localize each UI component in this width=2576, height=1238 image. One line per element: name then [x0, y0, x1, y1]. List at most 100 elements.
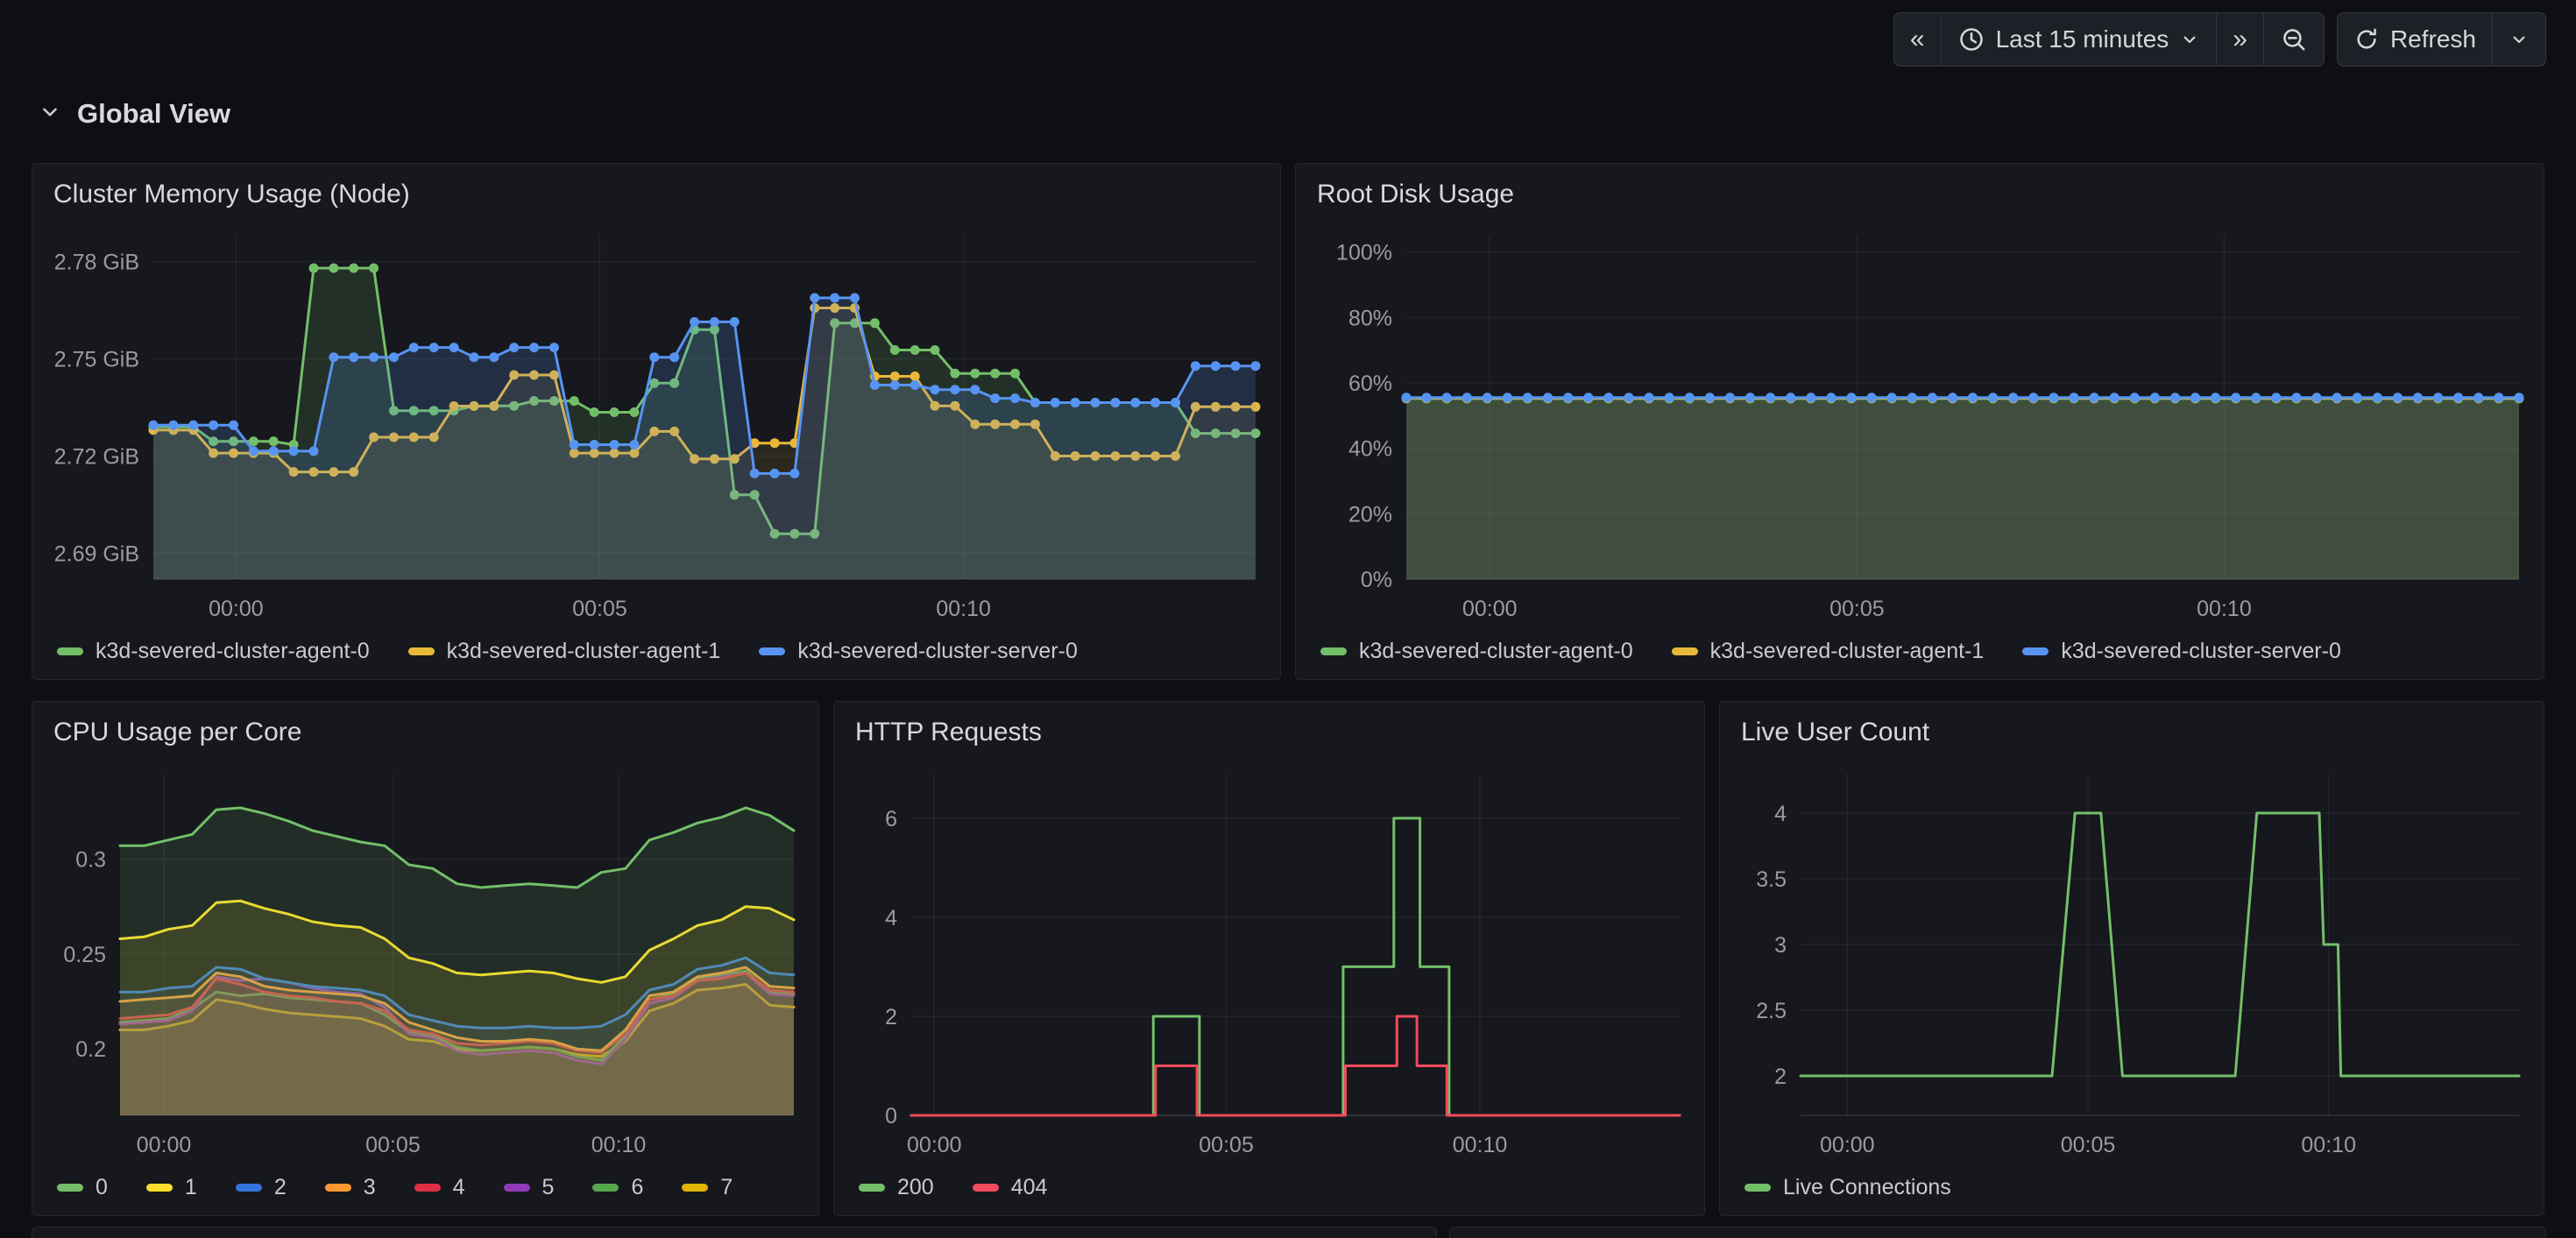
- time-shift-back-button[interactable]: «: [1894, 13, 1942, 66]
- legend-series-color-chip: [235, 1183, 262, 1192]
- legend-item-k3d-severed-cluster-agent-1[interactable]: k3d-severed-cluster-agent-1: [407, 638, 721, 664]
- refresh-interval-dropdown[interactable]: [2493, 13, 2545, 66]
- time-shift-forward-button[interactable]: »: [2217, 13, 2264, 66]
- legend-series-label: 3: [363, 1174, 376, 1199]
- legend-item-k3d-severed-cluster-server-0[interactable]: k3d-severed-cluster-server-0: [759, 639, 1078, 664]
- magnifier-minus-icon: [2280, 25, 2308, 53]
- legend-series-label: k3d-severed-cluster-agent-1: [446, 638, 721, 663]
- y-tick-label: 4: [1774, 802, 1787, 826]
- y-tick-label: 40%: [1348, 437, 1392, 462]
- y-tick-label: 2.72 GiB: [54, 444, 139, 469]
- live-user-chart[interactable]: 2 2.5 3 3.5 4 00:00 00:05 00:10: [1727, 760, 2535, 1161]
- y-tick-label: 2.78 GiB: [54, 251, 139, 275]
- legend-series-label: 1: [184, 1174, 197, 1199]
- zoom-out-button[interactable]: [2264, 13, 2324, 66]
- legend-item-k3d-severed-cluster-agent-0[interactable]: k3d-severed-cluster-agent-0: [1320, 639, 1633, 664]
- http-requests-chart[interactable]: 0 2 4 6 00:00 00:05 00:10: [841, 760, 1695, 1161]
- y-tick-label: 20%: [1348, 502, 1392, 527]
- legend-item-7[interactable]: 7: [682, 1175, 732, 1200]
- x-tick-label: 00:05: [572, 597, 627, 621]
- legend-series-color-chip: [324, 1183, 351, 1192]
- legend-series-color-chip: [2022, 647, 2049, 655]
- time-range-picker[interactable]: Last 15 minutes: [1942, 13, 2218, 66]
- legend-series-label: k3d-severed-cluster-agent-1: [1709, 638, 1985, 663]
- panel-title[interactable]: Cluster Memory Usage (Node): [53, 180, 410, 209]
- legend-series-color-chip: [414, 1183, 441, 1192]
- y-tick-label: 100%: [1336, 241, 1392, 265]
- panel-cpu-usage-per-core: CPU Usage per Core 0.2 0.25 0.3 00:00 00:05 0…: [32, 701, 819, 1216]
- y-tick-label: 60%: [1348, 371, 1392, 396]
- x-tick-label: 00:05: [365, 1133, 421, 1157]
- sync-icon: [2353, 26, 2380, 53]
- legend-series-color-chip: [682, 1183, 709, 1192]
- legend-item-200[interactable]: 200: [859, 1175, 934, 1200]
- y-tick-label: 80%: [1348, 306, 1392, 330]
- x-tick-label: 00:05: [1829, 597, 1885, 621]
- refresh-group: Refresh: [2336, 12, 2546, 67]
- time-range-label: Last 15 minutes: [1995, 25, 2169, 53]
- legend-item-4[interactable]: 4: [414, 1175, 465, 1200]
- legend-series-color-chip: [57, 1183, 83, 1192]
- legend-series-label: 2: [273, 1174, 287, 1199]
- x-tick-label: 00:10: [591, 1133, 647, 1157]
- memory-legend: k3d-severed-cluster-agent-0 k3d-severed-c…: [57, 632, 1078, 670]
- cpu-legend: 0 1 2 3 4 5 6 7: [57, 1168, 732, 1206]
- legend-item-3[interactable]: 3: [324, 1174, 376, 1200]
- x-tick-label: 00:05: [1199, 1133, 1254, 1157]
- legend-series-color-chip: [57, 647, 83, 655]
- chevron-down-icon: [2179, 29, 2200, 50]
- section-title: Global View: [77, 98, 231, 129]
- y-tick-label: 0.25: [63, 943, 106, 967]
- legend-item-404[interactable]: 404: [972, 1175, 1047, 1200]
- legend-series-label: k3d-severed-cluster-server-0: [2061, 638, 2341, 663]
- row-global-view[interactable]: Global View: [39, 98, 230, 130]
- x-tick-label: 00:00: [1820, 1133, 1875, 1157]
- legend-series-label: k3d-severed-cluster-server-0: [797, 638, 1078, 663]
- cpu-usage-chart[interactable]: 0.2 0.25 0.3 00:00 00:05 00:10: [39, 760, 810, 1161]
- refresh-button[interactable]: Refresh: [2338, 13, 2493, 66]
- y-tick-label: 2: [1774, 1065, 1787, 1089]
- legend-series-label: 0: [96, 1174, 108, 1199]
- legend-item-k3d-severed-cluster-agent-1[interactable]: k3d-severed-cluster-agent-1: [1671, 638, 1985, 664]
- time-picker-group: « Last 15 minutes »: [1893, 12, 2325, 67]
- legend-series-label: 7: [720, 1174, 733, 1199]
- x-tick-label: 00:10: [1453, 1133, 1508, 1157]
- root-disk-chart[interactable]: 0% 20% 40% 60% 80% 100% 00:00 00:05 00:10: [1303, 222, 2535, 625]
- legend-item-5[interactable]: 5: [503, 1175, 554, 1200]
- panel-live-user-count: Live User Count 2 2.5 3 3.5 4 00:00 00:05 00:10…: [1719, 701, 2544, 1216]
- root-disk-legend: k3d-severed-cluster-agent-0 k3d-severed-c…: [1320, 632, 2341, 670]
- legend-series-label: k3d-severed-cluster-agent-0: [96, 638, 370, 663]
- legend-series-color-chip: [503, 1183, 530, 1192]
- y-tick-label: 0.2: [75, 1037, 106, 1062]
- y-tick-label: 2: [885, 1005, 897, 1029]
- legend-series-color-chip: [972, 1183, 999, 1192]
- http-legend: 200 404: [859, 1168, 1047, 1206]
- memory-usage-chart[interactable]: 2.69 GiB 2.72 GiB 2.75 GiB 2.78 GiB 00:00 00:…: [39, 222, 1271, 625]
- legend-series-color-chip: [407, 647, 435, 655]
- panel-title[interactable]: CPU Usage per Core: [53, 718, 302, 746]
- x-tick-label: 00:00: [209, 597, 264, 621]
- panel-title[interactable]: Root Disk Usage: [1317, 180, 1515, 209]
- y-tick-label: 2.69 GiB: [54, 541, 139, 566]
- x-tick-label: 00:10: [936, 597, 991, 621]
- legend-item-k3d-severed-cluster-agent-0[interactable]: k3d-severed-cluster-agent-0: [57, 639, 370, 664]
- chevrons-right-icon: »: [2233, 25, 2247, 53]
- y-tick-label: 0%: [1361, 568, 1392, 592]
- chevrons-left-icon: «: [1909, 25, 1925, 53]
- x-tick-label: 00:10: [2197, 597, 2252, 621]
- x-tick-label: 00:00: [907, 1133, 962, 1157]
- panel-title[interactable]: Live User Count: [1741, 718, 1930, 746]
- legend-item-Live Connections[interactable]: Live Connections: [1744, 1175, 1951, 1200]
- y-tick-label: 3.5: [1756, 867, 1787, 892]
- legend-item-0[interactable]: 0: [57, 1175, 108, 1200]
- legend-item-6[interactable]: 6: [592, 1175, 643, 1200]
- legend-series-label: 4: [452, 1174, 465, 1199]
- time-controls: « Last 15 minutes »: [1893, 12, 2546, 67]
- legend-series-color-chip: [1744, 1183, 1771, 1192]
- legend-series-color-chip: [1320, 647, 1347, 655]
- panel-title[interactable]: HTTP Requests: [855, 718, 1042, 746]
- y-tick-label: 0.3: [75, 848, 106, 873]
- legend-item-2[interactable]: 2: [235, 1174, 287, 1200]
- legend-item-1[interactable]: 1: [145, 1174, 197, 1200]
- legend-item-k3d-severed-cluster-server-0[interactable]: k3d-severed-cluster-server-0: [2022, 639, 2341, 664]
